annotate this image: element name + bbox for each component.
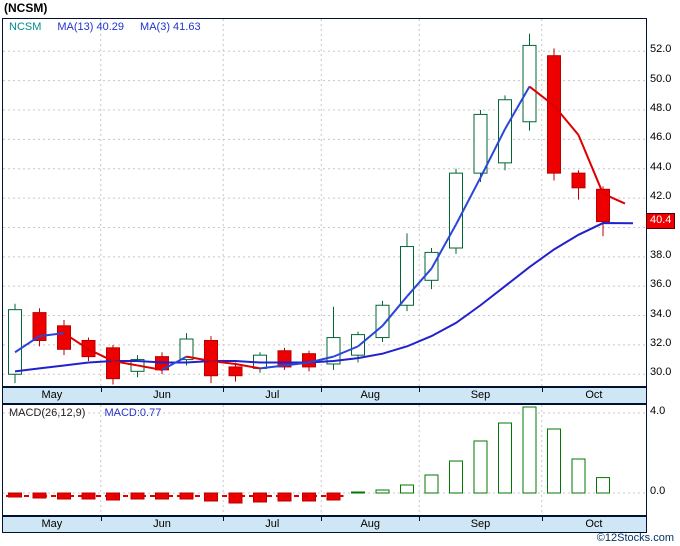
price-tick-label: 50.0 bbox=[650, 72, 672, 85]
macd-panel: MACD(26,12,9) MACD:0.77 bbox=[2, 404, 647, 516]
macd-bar-negative bbox=[228, 492, 243, 504]
month-tick bbox=[100, 388, 102, 392]
price-tick-label: 36.0 bbox=[650, 278, 672, 291]
candle-body bbox=[571, 172, 586, 189]
candle-body bbox=[522, 44, 537, 123]
price-tick-label: 34.0 bbox=[650, 307, 672, 320]
macd-bar-positive bbox=[571, 458, 586, 494]
price-tick-label: 46.0 bbox=[650, 131, 672, 144]
page-title: (NCSM) bbox=[4, 1, 48, 15]
month-tick bbox=[419, 388, 421, 392]
month-tick bbox=[100, 517, 102, 521]
macd-bar-negative bbox=[253, 492, 267, 503]
current-price-badge: 40.4 bbox=[646, 212, 676, 229]
candle-body bbox=[547, 55, 561, 174]
month-label: May bbox=[41, 518, 63, 530]
macd-bar-positive bbox=[473, 440, 488, 494]
price-tick-label: 32.0 bbox=[650, 336, 672, 349]
month-label: Jun bbox=[153, 518, 171, 530]
candle-body bbox=[473, 113, 488, 174]
macd-bar-positive bbox=[498, 422, 512, 494]
macd-bar-positive bbox=[547, 428, 561, 494]
macd-histogram bbox=[3, 405, 646, 515]
macd-bar-positive bbox=[449, 460, 463, 494]
month-label: Aug bbox=[360, 518, 381, 530]
candle-body bbox=[596, 188, 610, 223]
price-tick-label: 42.0 bbox=[650, 190, 672, 203]
price-chart-legend: NCSM MA(13) 40.29 MA(3) 41.63 bbox=[9, 21, 217, 33]
candle-body bbox=[8, 309, 22, 375]
candle-body bbox=[449, 172, 463, 249]
watermark-link[interactable]: ©12Stocks.com bbox=[596, 532, 674, 544]
candles bbox=[8, 33, 610, 385]
month-tick bbox=[223, 517, 225, 521]
macd-legend: MACD(26,12,9) MACD:0.77 bbox=[9, 407, 177, 419]
legend-item: MA(3) 41.63 bbox=[140, 21, 201, 33]
month-tick bbox=[223, 388, 225, 392]
candle-body bbox=[179, 338, 194, 361]
month-tick bbox=[541, 388, 543, 392]
price-tick-label: 30.0 bbox=[650, 366, 672, 379]
macd-bars bbox=[8, 406, 610, 504]
price-tick-label: 44.0 bbox=[650, 160, 672, 173]
month-axis-price: May Jun Jul Aug Sep Oct bbox=[2, 387, 647, 404]
macd-bar-positive bbox=[375, 489, 390, 494]
price-tick-label: 38.0 bbox=[650, 248, 672, 261]
macd-params-label: MACD(26,12,9) bbox=[9, 407, 86, 419]
month-tick bbox=[419, 517, 421, 521]
month-label: Jul bbox=[265, 518, 280, 530]
macd-bar-positive bbox=[351, 491, 365, 494]
price-tick-label: 48.0 bbox=[650, 102, 672, 115]
candle-body bbox=[424, 251, 439, 281]
candle-body bbox=[351, 334, 365, 356]
macd-bar-positive bbox=[596, 477, 610, 494]
candle-body bbox=[228, 366, 243, 377]
month-tick bbox=[321, 388, 323, 392]
price-tick-label: 52.0 bbox=[650, 43, 672, 56]
candlestick-chart bbox=[3, 19, 646, 386]
candle-body bbox=[106, 347, 120, 380]
ma3-line bbox=[14, 85, 626, 371]
month-label: Sep bbox=[470, 518, 491, 530]
month-label: Sep bbox=[470, 389, 491, 401]
month-label: Oct bbox=[585, 518, 603, 530]
month-tick bbox=[541, 517, 543, 521]
candle-body bbox=[57, 325, 71, 350]
price-gridlines bbox=[3, 19, 646, 386]
month-label: May bbox=[41, 389, 63, 401]
macd-bar-positive bbox=[400, 484, 414, 494]
candle-body bbox=[32, 312, 47, 341]
price-chart-panel: NCSM MA(13) 40.29 MA(3) 41.63 bbox=[2, 18, 647, 387]
month-label: Oct bbox=[585, 389, 603, 401]
candle-body bbox=[302, 353, 316, 368]
candle-body bbox=[204, 339, 218, 377]
candle-body bbox=[400, 246, 414, 306]
month-label: Jun bbox=[153, 389, 171, 401]
macd-current-value: MACD:0.77 bbox=[104, 407, 162, 419]
legend-item: NCSM bbox=[9, 21, 42, 33]
month-axis-macd: May Jun Jul Aug Sep Oct bbox=[2, 516, 647, 533]
macd-tick-label: 0.0 bbox=[650, 485, 666, 497]
legend-item: MA(13) 40.29 bbox=[57, 21, 125, 33]
month-tick bbox=[321, 517, 323, 521]
month-label: Aug bbox=[360, 389, 381, 401]
macd-bar-positive bbox=[424, 474, 439, 494]
month-label: Jul bbox=[265, 389, 280, 401]
macd-tick-label: 4.0 bbox=[650, 405, 666, 417]
macd-bar-positive bbox=[522, 406, 537, 494]
